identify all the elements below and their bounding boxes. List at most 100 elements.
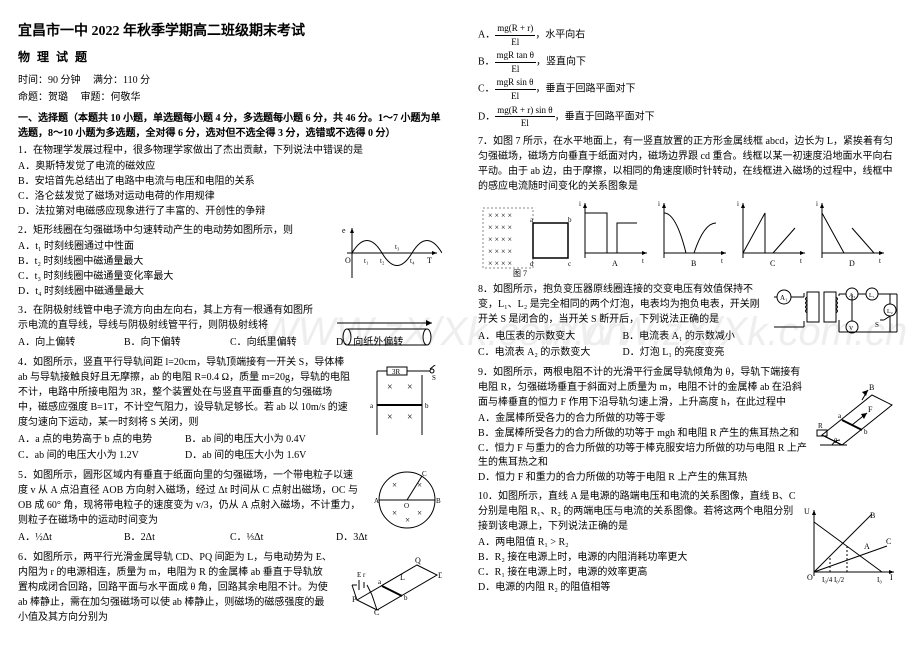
svg-text:U: U bbox=[804, 507, 810, 516]
svg-text:C: C bbox=[770, 259, 775, 268]
q4-main-text: 4．如图所示，竖直平行导轨间距 l=20cm，导轨顶端接有一开关 S，导体棒 a… bbox=[18, 357, 350, 428]
svg-text:I₀: I₀ bbox=[877, 576, 882, 584]
svg-text:A: A bbox=[864, 542, 870, 551]
svg-text:I₀/4 I₀/2: I₀/4 I₀/2 bbox=[822, 576, 845, 584]
svg-text:D: D bbox=[438, 571, 442, 580]
q5-opt-c: C．⅓Δt bbox=[230, 531, 336, 545]
q4-figure: 3R S ab ×× ×× bbox=[362, 365, 442, 443]
q6-opt-d: D．mg(R + r) sin θEl，垂直于回路平面对下 bbox=[478, 104, 902, 130]
q2-opt-c: C．t₃ 时刻线圈中磁通量变化率最大 bbox=[18, 270, 322, 284]
svg-text:t₁: t₁ bbox=[364, 257, 368, 265]
svg-text:i: i bbox=[658, 200, 660, 208]
svg-text:t₄: t₄ bbox=[410, 257, 415, 265]
q2-opt-a: A．t₁ 时刻线圈通过中性面 bbox=[18, 240, 322, 254]
q4-opt-d: D．ab 间的电压大小为 1.6V bbox=[185, 449, 352, 463]
full-label: 满分： bbox=[93, 75, 123, 86]
svg-text:B: B bbox=[691, 259, 696, 268]
svg-text:C: C bbox=[886, 537, 891, 546]
svg-text:×: × bbox=[392, 508, 397, 518]
svg-text:a: a bbox=[838, 412, 842, 420]
svg-text:× × × ×: × × × × bbox=[488, 259, 512, 268]
exam-title: 宜昌市一中 2022 年秋季学期高二班级期末考试 bbox=[18, 20, 442, 40]
full-value: 110 分 bbox=[123, 75, 150, 86]
svg-text:i: i bbox=[579, 200, 581, 208]
q10-opt-c: C．R₁ 接在电源上时，电源的效率更高 bbox=[478, 566, 797, 580]
svg-text:B: B bbox=[436, 497, 441, 505]
svg-text:t: t bbox=[721, 257, 723, 265]
svg-text:i: i bbox=[816, 200, 818, 208]
q10-opt-b: B．R₂ 接在电源上时，电源的内阻消耗功率更大 bbox=[478, 551, 797, 565]
q7-figures: × × × ×× × × ×× × × ×× × × ×× × × × ab d… bbox=[478, 198, 902, 278]
svg-text:L: L bbox=[400, 573, 405, 582]
q4-opt-c: C．ab 间的电压大小为 1.2V bbox=[18, 449, 185, 463]
svg-text:b: b bbox=[864, 428, 868, 436]
q2-opt-b: B．t₂ 时刻线圈中磁通量最大 bbox=[18, 255, 322, 269]
svg-text:T: T bbox=[427, 256, 432, 265]
q10-figure: U I O A B C I₀/4 I₀/2 I₀ bbox=[802, 504, 902, 587]
svg-text:F: F bbox=[868, 405, 873, 414]
q3-opt-a: A．向上偏转 bbox=[18, 336, 124, 350]
svg-text:× × × ×: × × × × bbox=[488, 223, 512, 232]
svg-text:V: V bbox=[849, 326, 854, 332]
q3-opt-c: C．向纸里偏转 bbox=[230, 336, 336, 350]
svg-text:L₂: L₂ bbox=[887, 309, 893, 315]
time-label: 时间： bbox=[18, 75, 48, 86]
svg-text:a: a bbox=[378, 578, 382, 586]
svg-text:c: c bbox=[568, 260, 571, 268]
q4-opt-a: A．a 点的电势高于 b 点的电势 bbox=[18, 433, 185, 447]
svg-text:I: I bbox=[890, 573, 893, 582]
svg-text:b: b bbox=[425, 402, 429, 410]
q8-opt-b: B．电流表 A₁ 的示数减小 bbox=[623, 330, 768, 344]
q6-opt-b: B．mgR tan θEl，竖直向下 bbox=[478, 49, 902, 75]
q7-opt-c-graph: it C bbox=[735, 198, 810, 268]
section-1-text: 一、选择题（本题共 10 小题，单选题每小题 4 分，多选题每小题 6 分，共 … bbox=[18, 113, 441, 139]
svg-text:×: × bbox=[407, 412, 413, 423]
svg-text:Q: Q bbox=[415, 556, 421, 565]
review-label: 审题： bbox=[81, 92, 111, 103]
svg-text:O: O bbox=[345, 256, 351, 265]
review-value: 何敬华 bbox=[111, 92, 141, 103]
svg-text:E r: E r bbox=[357, 571, 366, 579]
svg-text:t₃: t₃ bbox=[395, 243, 400, 251]
svg-text:B: B bbox=[869, 383, 874, 392]
section-1-header: 一、选择题（本题共 10 小题，单选题每小题 4 分，多选题每小题 6 分，共 … bbox=[18, 109, 442, 139]
svg-text:× × × ×: × × × × bbox=[488, 211, 512, 220]
svg-text:A: A bbox=[612, 259, 618, 268]
author-value: 贺璐 bbox=[48, 92, 68, 103]
q7-main-figure: × × × ×× × × ×× × × ×× × × ×× × × × ab d… bbox=[478, 198, 573, 278]
q5-opt-a: A．½Δt bbox=[18, 531, 124, 545]
q1-opt-c: C．洛仑兹发觉了磁场对运动电荷的作用规律 bbox=[18, 190, 442, 204]
q7-opt-a-graph: it A bbox=[577, 198, 652, 268]
q2-opt-d: D．t₄ 时刻线圈中磁通量最大 bbox=[18, 285, 322, 299]
svg-text:×: × bbox=[387, 382, 393, 393]
svg-text:t: t bbox=[800, 257, 802, 265]
svg-text:×: × bbox=[417, 480, 422, 490]
q7-opt-d-graph: it D bbox=[814, 198, 889, 268]
svg-text:e: e bbox=[342, 226, 346, 235]
question-1: 1．在物理学发展过程中，很多物理学家做出了杰出贡献，下列说法中错误的是 bbox=[18, 143, 442, 158]
svg-text:×: × bbox=[417, 508, 422, 518]
q10-opt-a: A．两电阻值 R₁ > R₂ bbox=[478, 536, 797, 550]
q2-figure: e O t₁ t₂ t₃ t₄ T bbox=[342, 223, 442, 286]
q10-opt-d: D．电源的内阻 R₂ 的阻值相等 bbox=[478, 581, 797, 595]
q1-opt-a: A．奥斯特发觉了电流的磁效应 bbox=[18, 160, 442, 174]
svg-text:×: × bbox=[407, 382, 413, 393]
q9-figure: ab F B R θ bbox=[812, 380, 902, 453]
q6-opt-a: A．mg(R + r)El，水平向右 bbox=[478, 22, 902, 48]
svg-text:a: a bbox=[370, 402, 374, 410]
svg-text:图 7: 图 7 bbox=[513, 269, 527, 278]
svg-text:b: b bbox=[404, 594, 408, 602]
subject-title: 物 理 试 题 bbox=[18, 48, 442, 65]
svg-text:A₁: A₁ bbox=[780, 294, 788, 302]
svg-text:b: b bbox=[568, 216, 572, 224]
q8-figure: A₁ A₂ L₁ V L₂ S bbox=[772, 282, 902, 350]
meta-line-1: 时间：90 分钟 满分：110 分 bbox=[18, 71, 442, 86]
svg-text:× × × ×: × × × × bbox=[488, 247, 512, 256]
q8-opt-a: A．电压表的示数变大 bbox=[478, 330, 623, 344]
q7-opt-b-graph: i t B bbox=[656, 198, 731, 268]
svg-text:R: R bbox=[818, 422, 823, 430]
svg-text:t: t bbox=[879, 257, 881, 265]
right-page: A．mg(R + r)El，水平向右 B．mgR tan θEl，竖直向下 C．… bbox=[460, 0, 920, 651]
meta-line-2: 命题：贺璐 审题：何敬华 bbox=[18, 88, 442, 103]
question-7: 7．如图 7 所示，在水平地面上，有一竖直放置的正方形金属线框 abcd，边长为… bbox=[478, 134, 902, 194]
